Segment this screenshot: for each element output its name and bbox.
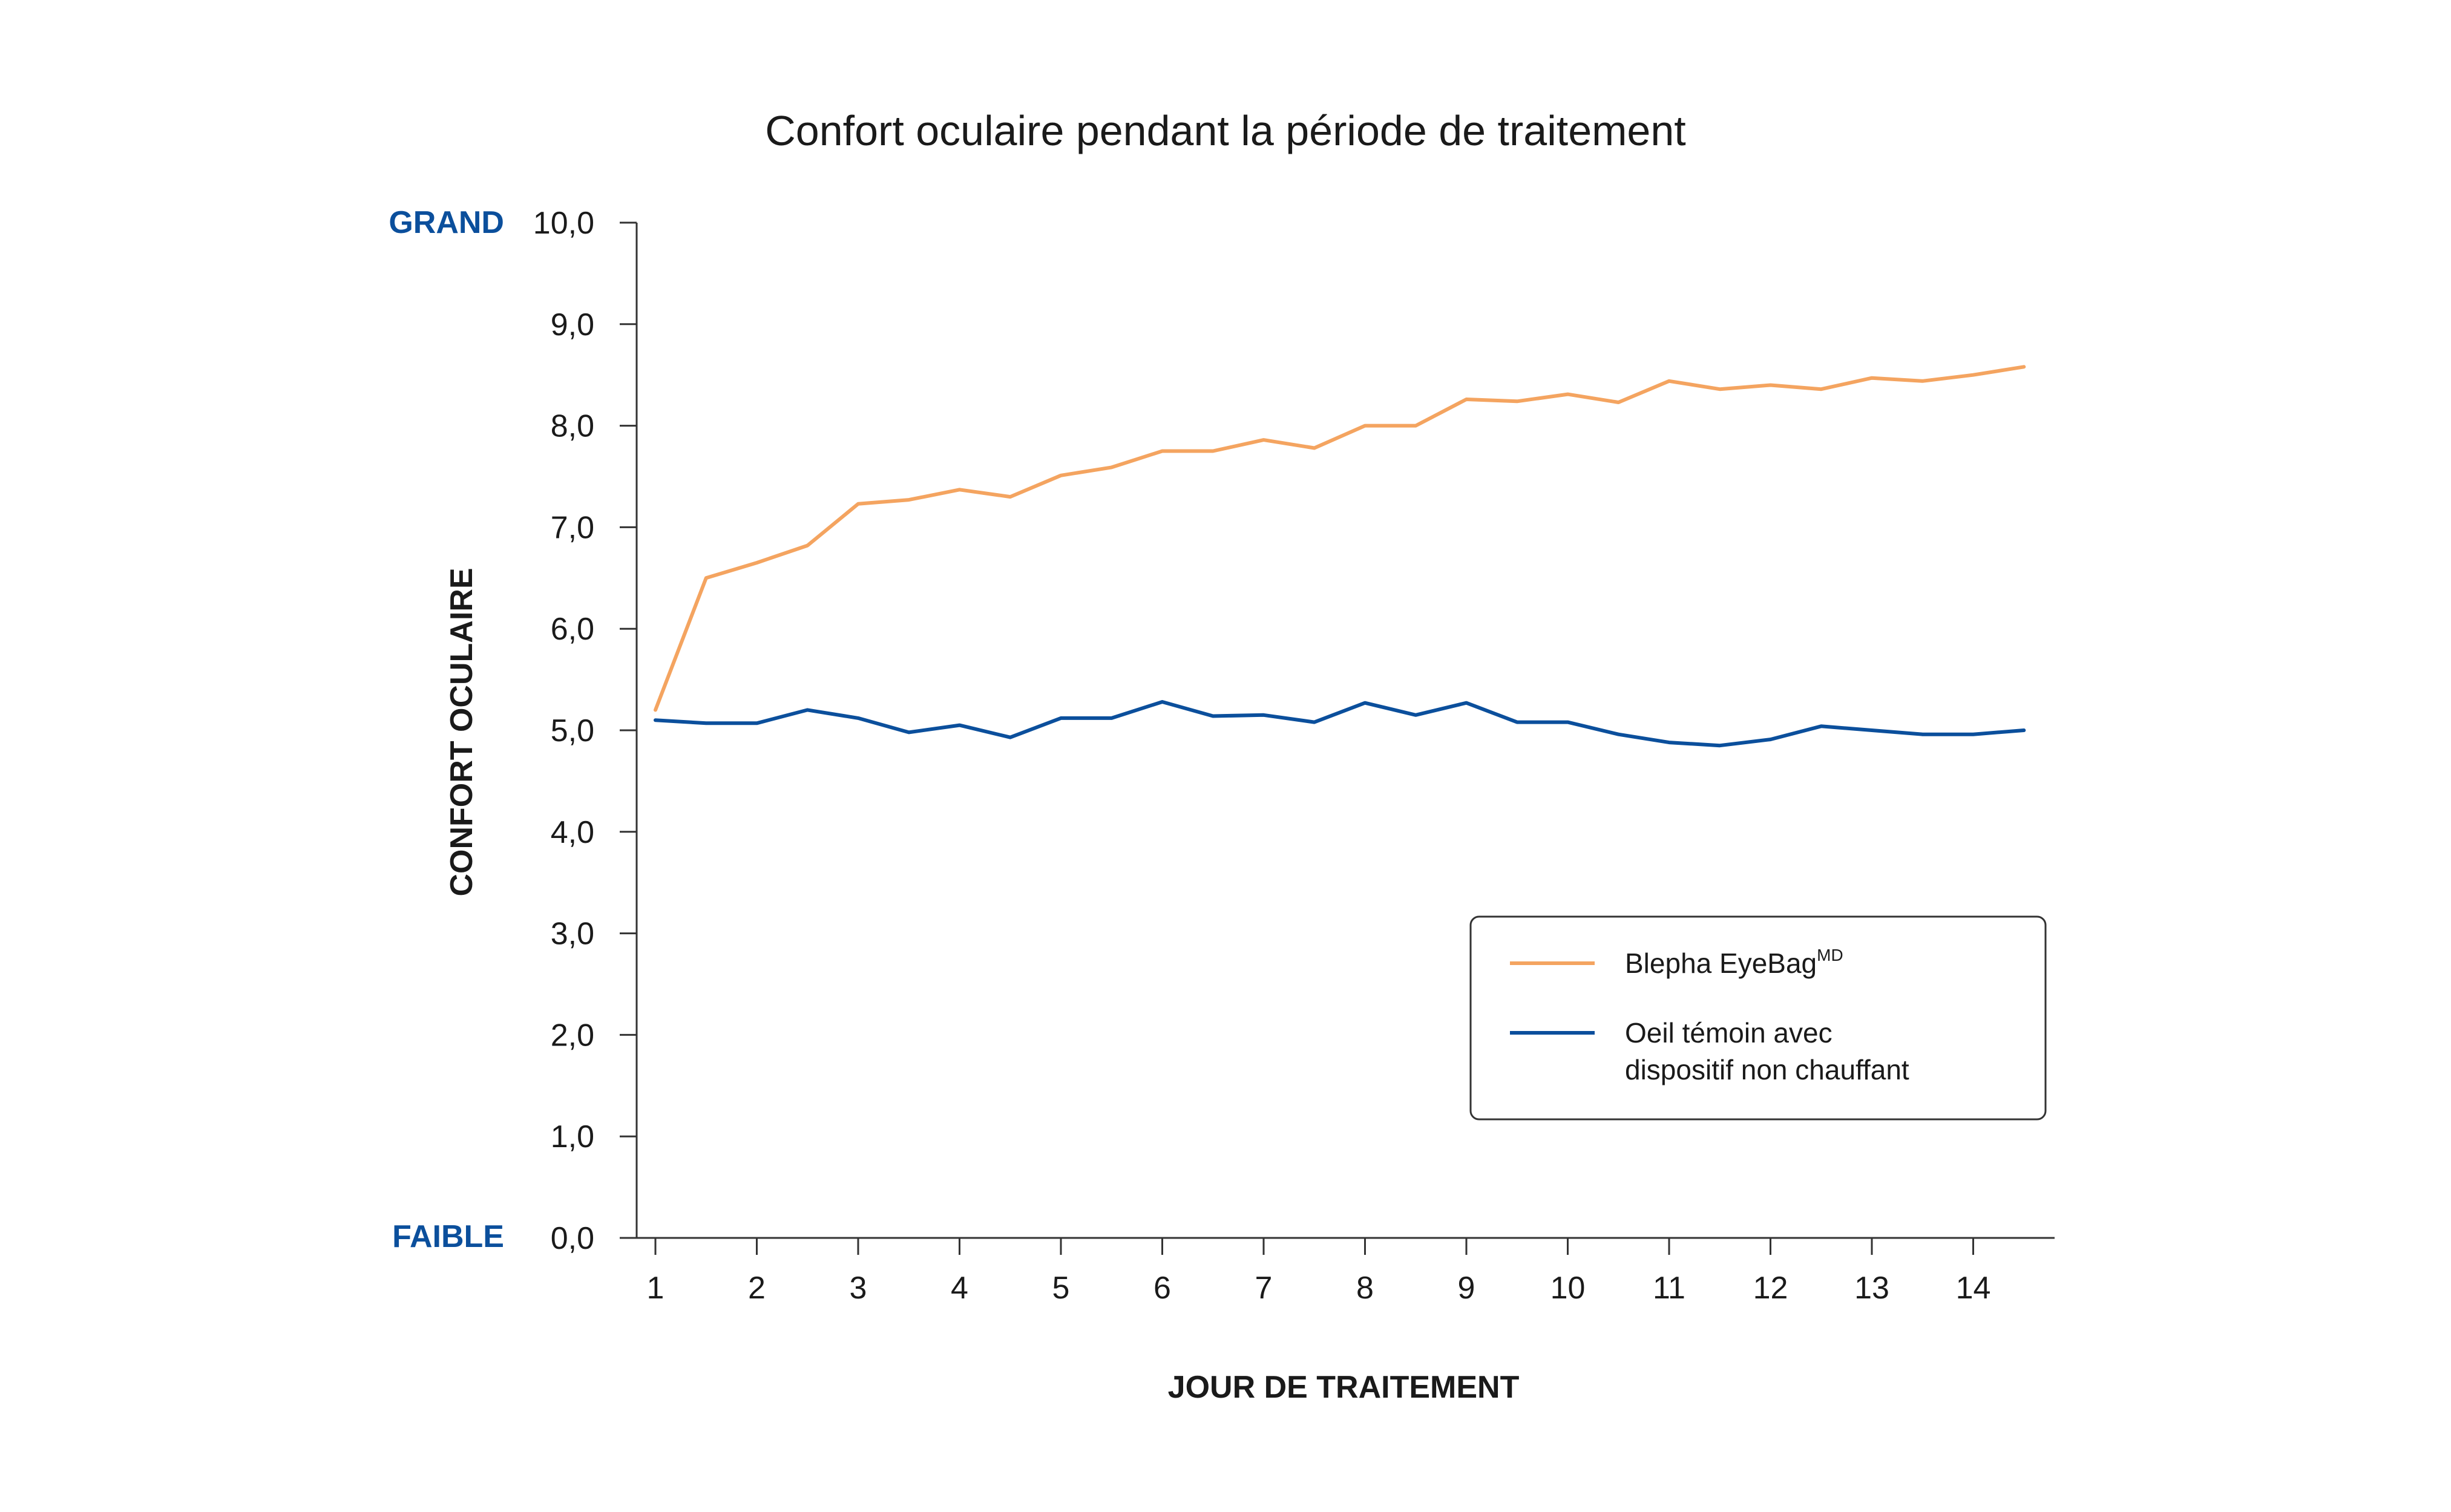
x-tick-label: 12 (1753, 1271, 1788, 1306)
legend-label-blepha: Blepha EyeBagMD (1625, 946, 1843, 979)
y-low-label: FAIBLE (392, 1219, 504, 1254)
x-axis-label: JOUR DE TRAITEMENT (1168, 1370, 1520, 1405)
y-tick-label: 7,0 (551, 510, 594, 545)
y-tick-label: 4,0 (551, 815, 594, 850)
legend-label-control-line1: Oeil témoin avec (1625, 1017, 1833, 1049)
y-tick-label: 8,0 (551, 409, 594, 444)
y-tick-label: 10,0 (533, 206, 594, 241)
x-tick-label: 14 (1956, 1271, 1991, 1306)
y-tick-label: 5,0 (551, 713, 594, 748)
chart-title: Confort oculaire pendant la période de t… (765, 107, 1686, 154)
y-high-label: GRAND (389, 205, 504, 240)
legend-box (1469, 915, 2047, 1121)
x-tick-label: 10 (1550, 1271, 1586, 1306)
y-tick-label: 9,0 (551, 307, 594, 342)
x-axis-ticks: 1 2 3 4 5 6 7 8 9 10 11 12 13 14 (647, 1238, 1991, 1306)
legend-label-control-line2: dispositif non chauffant (1625, 1054, 1909, 1085)
y-tick-label: 6,0 (551, 612, 594, 647)
y-tick-label: 2,0 (551, 1018, 594, 1053)
series-line-control (654, 700, 2026, 748)
legend-label-blepha-sup: MD (1817, 946, 1843, 964)
legend: Blepha EyeBagMD Oeil témoin avec disposi… (1469, 915, 2047, 1121)
series-line-blepha-eyebag (654, 365, 2026, 712)
x-tick-label: 13 (1854, 1271, 1889, 1306)
y-axis-ticks: 0,0 1,0 2,0 3,0 4,0 5,0 6,0 7,0 8,0 9,0 10,0 (533, 206, 637, 1256)
x-tick-label: 11 (1653, 1271, 1685, 1306)
x-tick-label: 8 (1356, 1271, 1374, 1306)
x-tick-label: 2 (748, 1271, 766, 1306)
x-tick-label: 5 (1052, 1271, 1070, 1306)
legend-label-blepha-name: Blepha EyeBag (1625, 947, 1817, 979)
series-lines (654, 365, 2026, 748)
y-tick-label: 1,0 (551, 1119, 594, 1154)
x-tick-label: 9 (1458, 1271, 1475, 1306)
x-tick-label: 6 (1153, 1271, 1171, 1306)
y-tick-label: 0,0 (551, 1221, 594, 1256)
x-tick-label: 3 (850, 1271, 867, 1306)
x-tick-label: 4 (951, 1271, 968, 1306)
y-tick-label: 3,0 (551, 917, 594, 952)
x-tick-label: 1 (647, 1271, 664, 1306)
x-tick-label: 7 (1255, 1271, 1273, 1306)
y-axis-label: CONFORT OCULAIRE (444, 568, 479, 896)
